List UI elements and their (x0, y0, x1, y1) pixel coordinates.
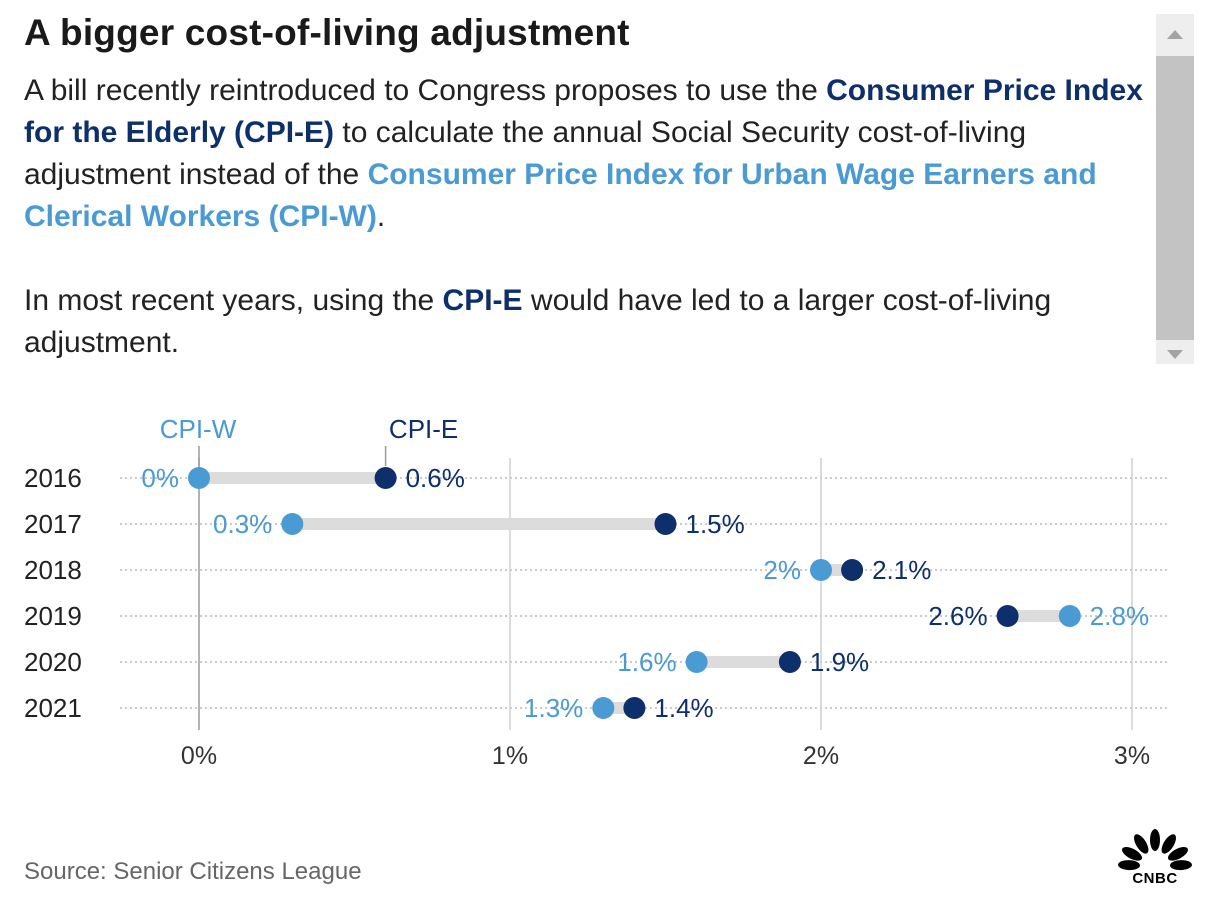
chart-title: A bigger cost-of-living adjustment (24, 12, 630, 53)
nbc-peacock-icon (1118, 829, 1192, 871)
cpi-e-dot (841, 559, 864, 581)
cpi-e-dot (996, 605, 1019, 627)
desc-segment: A bill recently reintroduced to Congress… (24, 74, 827, 107)
desc-segment: In most recent years, using the (24, 284, 443, 317)
description-paragraph-2: In most recent years, using the CPI-E wo… (24, 280, 1154, 364)
cpi-w-legend-label: CPI-W (160, 414, 237, 444)
cpi-e-value-label: 1.4% (654, 693, 713, 723)
y-category-label: 2021 (24, 693, 82, 723)
cpi-e-value-label: 2.1% (872, 555, 931, 585)
dot-range-chart: 0% 1% 2% 3% 2016 2017 2018 2019 2020 2021 0% 0.6% 0.… (24, 414, 1168, 770)
cpi-w-value-label: 1.6% (617, 647, 676, 677)
cpi-w-dot (188, 467, 210, 489)
range-bar (696, 656, 790, 668)
description-paragraph-1: A bill recently reintroduced to Congress… (24, 70, 1154, 238)
cpi-w-value-label: 1.3% (524, 693, 583, 723)
cpi-w-value-label: 2.8% (1090, 601, 1149, 631)
scrollbar-thumb[interactable] (1156, 56, 1194, 340)
x-tick-label: 1% (492, 742, 528, 770)
cpi-e-dot (778, 651, 801, 673)
range-bar (1007, 610, 1070, 622)
y-category-label: 2019 (24, 601, 82, 631)
cpi-e-highlight: CPI-E (442, 284, 523, 317)
cpi-e-dot (623, 697, 646, 719)
cpi-w-value-label: 2% (763, 555, 801, 585)
cpi-e-value-label: 0.6% (406, 463, 465, 493)
cpi-w-highlight: Consumer Price Index for Urban Wage Earn… (24, 158, 1097, 233)
cpi-w-dot (685, 651, 708, 673)
cpi-w-value-label: 0.3% (213, 509, 272, 539)
y-category-label: 2017 (24, 509, 82, 539)
desc-segment: would have led to a larger cost-of-livin… (24, 284, 1052, 359)
cpi-e-value-label: 1.9% (810, 647, 869, 677)
y-category-label: 2018 (24, 555, 82, 585)
cpi-w-dot (1058, 605, 1081, 627)
cpi-e-value-label: 1.5% (686, 509, 745, 539)
range-bar (292, 518, 666, 530)
logo-text: CNBC (1132, 870, 1178, 887)
scroll-down-arrow-icon[interactable] (1167, 350, 1183, 359)
description-scrollbar[interactable] (1156, 14, 1194, 364)
y-category-label: 2016 (24, 463, 82, 493)
cpi-w-dot (281, 513, 304, 535)
cpi-e-dot (374, 467, 397, 489)
cpi-w-value-label: 0% (141, 463, 179, 493)
y-category-label: 2020 (24, 647, 82, 677)
cpi-w-dot (592, 697, 615, 719)
cpi-w-dot (810, 559, 832, 581)
x-tick-label: 3% (1114, 742, 1150, 770)
x-tick-label: 0% (181, 742, 217, 770)
cpi-e-highlight: Consumer Price Index for the Elderly (CP… (24, 74, 1143, 149)
range-bar (199, 472, 386, 484)
scroll-up-arrow-icon[interactable] (1167, 30, 1183, 39)
desc-segment: to calculate the annual Social Security … (24, 116, 1027, 191)
source-note: Source: Senior Citizens League (24, 858, 362, 885)
x-tick-label: 2% (803, 742, 839, 770)
chart-description: A bill recently reintroduced to Congress… (24, 70, 1154, 364)
desc-segment: . (376, 200, 386, 233)
cpi-e-value-label: 2.6% (928, 601, 987, 631)
cnbc-logo: CNBC (1114, 826, 1196, 887)
cpi-e-dot (654, 513, 677, 535)
cpi-e-legend-label: CPI-E (389, 414, 458, 444)
